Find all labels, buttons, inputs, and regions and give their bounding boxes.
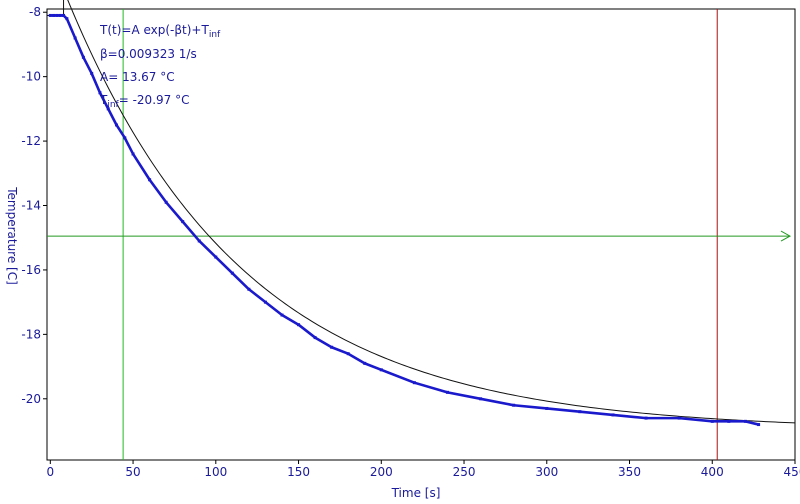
data-point (98, 91, 102, 95)
data-point (644, 416, 648, 420)
data-point (131, 152, 135, 156)
x-axis-title: Time [s] (391, 486, 441, 500)
x-tick-label: 250 (453, 465, 476, 479)
data-series-line (50, 14, 759, 426)
data-point (677, 416, 681, 420)
x-tick-label: 50 (125, 465, 140, 479)
data-point (545, 406, 549, 410)
ticks: 0 50 100 150 200 250 300 350 400 450 -8 -10 -12 -14 -1… (21, 5, 800, 479)
equation-text: T(t)=A exp(-βt)+Tinf (99, 23, 221, 40)
beta-text: β=0.009323 1/s (100, 47, 197, 61)
data-point (313, 336, 317, 340)
data-point (115, 123, 119, 127)
data-point (58, 13, 62, 17)
y-tick-label: -20 (21, 392, 41, 406)
data-point (106, 107, 110, 111)
x-tick-label: 200 (370, 465, 393, 479)
data-point (379, 368, 383, 372)
data-point (90, 71, 94, 75)
tinf-text: Tinf= -20.97 °C (99, 93, 189, 110)
data-point (52, 13, 56, 17)
x-tick-label: 450 (784, 465, 800, 479)
x-tick-label: 150 (287, 465, 310, 479)
fit-curve (47, 0, 796, 424)
x-tick-label: 100 (204, 465, 227, 479)
data-point (123, 136, 127, 140)
data-point (346, 352, 350, 356)
data-point (48, 13, 52, 17)
fit-curve-line (47, 0, 796, 424)
equation-main: T(t)=A exp(-βt)+T (99, 23, 209, 37)
data-point (578, 410, 582, 414)
tinf-value: = -20.97 °C (119, 93, 190, 107)
data-point (727, 419, 731, 423)
data-point (214, 255, 218, 259)
y-tick-label: -12 (21, 134, 41, 148)
y-tick-label: -10 (21, 70, 41, 84)
data-points (48, 13, 761, 427)
data-point (247, 287, 251, 291)
cursor-arrow (780, 230, 792, 242)
data-point (230, 271, 234, 275)
y-tick-label: -16 (21, 263, 41, 277)
data-point (164, 200, 168, 204)
x-tick-label: 350 (618, 465, 641, 479)
data-point (330, 345, 334, 349)
tinf-sub: inf (107, 100, 119, 110)
tinf-label: T (99, 93, 108, 107)
data-point (65, 17, 69, 21)
y-tick-label: -8 (29, 5, 41, 19)
plot-frame (46, 8, 796, 461)
x-tick-label: 400 (701, 465, 724, 479)
y-axis-title: Temperature [C] (5, 186, 19, 285)
x-tick-label: 0 (46, 465, 54, 479)
annotations: T(t)=A exp(-βt)+Tinf β=0.009323 1/s A= 1… (99, 23, 221, 110)
data-point (280, 313, 284, 317)
data-point (55, 13, 59, 17)
data-point (197, 239, 201, 243)
data-point (148, 178, 152, 182)
data-point (263, 300, 267, 304)
data-point (743, 419, 747, 423)
data-point (611, 413, 615, 417)
cursors (47, 9, 792, 460)
data-point (445, 390, 449, 394)
amplitude-text: A= 13.67 °C (100, 70, 175, 84)
data-point (710, 419, 714, 423)
data-point (62, 13, 66, 17)
data-point (73, 36, 77, 40)
plot-border (46, 8, 796, 461)
y-tick-label: -18 (21, 327, 41, 341)
y-tick-label: -14 (21, 199, 41, 213)
data-point (363, 361, 367, 365)
data-point (512, 403, 516, 407)
data-point (757, 423, 761, 427)
x-tick-label: 300 (535, 465, 558, 479)
data-point (181, 220, 185, 224)
data-point (81, 55, 85, 59)
equation-sub: inf (209, 30, 221, 40)
data-point (479, 397, 483, 401)
data-point (412, 381, 416, 385)
data-point (297, 323, 301, 327)
